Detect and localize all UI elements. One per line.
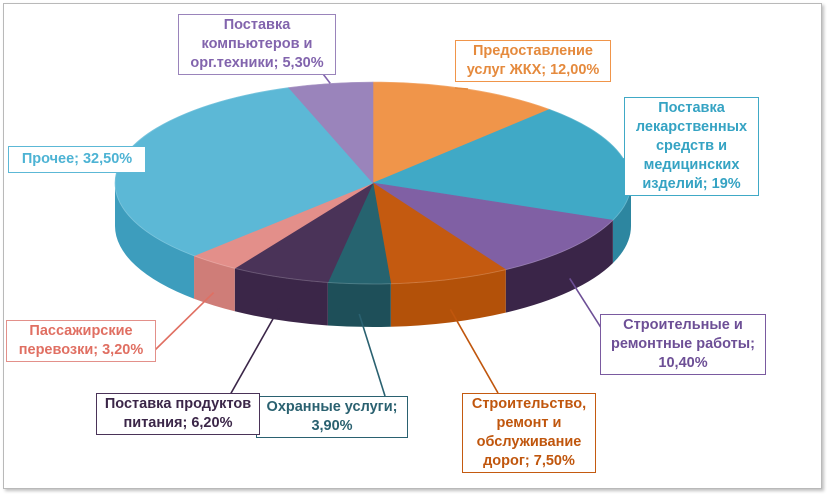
pie-top-slices — [114, 81, 632, 285]
pie-side-7 — [115, 183, 195, 299]
data-label-security: Охранные услуги; 3,90% — [256, 396, 408, 438]
pie-side-walls — [115, 183, 631, 328]
pie-side-4 — [327, 282, 391, 328]
pie-side-6 — [194, 255, 235, 312]
leader-line-0 — [454, 87, 469, 90]
data-label-roads: Строительство, ремонт и обслуживание дор… — [462, 393, 596, 473]
leader-line-5 — [229, 306, 281, 396]
data-label-passenger-transport: Пассажирские перевозки; 3,20% — [6, 320, 156, 362]
leader-line-6 — [154, 291, 215, 351]
data-label-housing-services: Предоставление услуг ЖКХ; 12,00% — [455, 40, 611, 82]
pie-slice-3 — [372, 182, 507, 285]
data-label-medicines: Поставка лекарственных средств и медицин… — [624, 97, 759, 196]
leader-line-4 — [358, 313, 386, 397]
data-label-food-supply: Поставка продуктов питания; 6,20% — [96, 393, 260, 435]
pie-side-5 — [234, 268, 328, 326]
pie-slice-8 — [288, 81, 374, 184]
leader-line-3 — [449, 309, 499, 394]
pie-side-1 — [612, 183, 631, 264]
leader-lines — [120, 69, 626, 397]
data-label-computers: Поставка компьютеров и орг.техники; 5,30… — [178, 14, 336, 75]
pie-side-2 — [505, 220, 613, 313]
data-label-construction-repair: Строительные и ремонтные работы; 10,40% — [600, 314, 766, 375]
data-label-other: Прочее; 32,50% — [8, 146, 146, 173]
pie-side-3 — [390, 269, 506, 327]
pie-slice-2 — [372, 182, 614, 270]
